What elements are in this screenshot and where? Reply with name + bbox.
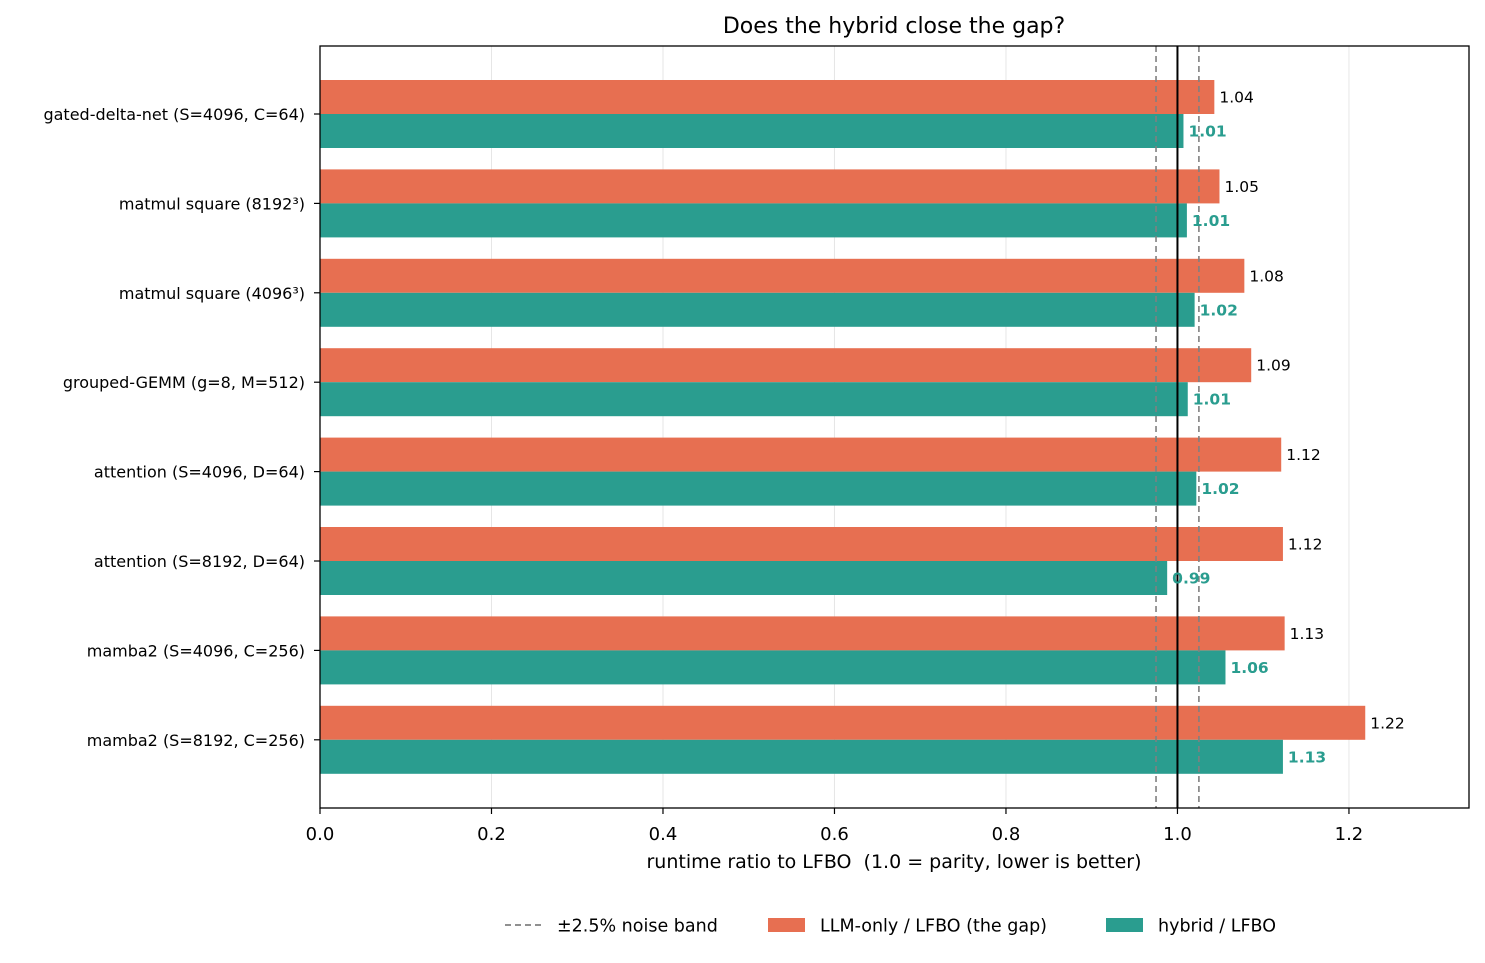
data-label-hybrid: 1.13 — [1288, 748, 1326, 766]
y-tick-label: mamba2 (S=8192, C=256) — [87, 731, 305, 750]
reference-lines — [1155, 46, 1200, 808]
data-label-hybrid: 1.02 — [1200, 301, 1238, 319]
x-tick-label: 0.0 — [306, 824, 335, 845]
legend-entry-label: LLM-only / LFBO (the gap) — [820, 917, 1047, 937]
data-label-hybrid: 1.01 — [1193, 391, 1231, 409]
bars-layer — [320, 80, 1366, 774]
y-tick-label: attention (S=4096, D=64) — [94, 463, 305, 482]
data-label-llm-only: 1.04 — [1219, 89, 1254, 107]
data-labels: 1.04 1.01 1.05 1.01 1.08 1.02 1.09 1.01 1.12 1.02… — [1172, 89, 1405, 767]
bar-llm-only — [320, 348, 1252, 383]
data-label-llm-only: 1.12 — [1288, 536, 1323, 554]
x-tick-label: 0.8 — [992, 824, 1021, 845]
chart-title: Does the hybrid close the gap? — [723, 14, 1065, 39]
x-axis-label: runtime ratio to LFBO (1.0 = parity, low… — [646, 851, 1141, 873]
data-label-hybrid: 1.01 — [1192, 212, 1230, 230]
bar-llm-only — [320, 169, 1220, 204]
data-label-llm-only: 1.13 — [1290, 625, 1325, 643]
x-tick-label: 0.4 — [649, 824, 678, 845]
x-tick-label: 1.2 — [1335, 824, 1364, 845]
data-label-hybrid: 1.01 — [1188, 123, 1226, 141]
legend-entry-label: ±2.5% noise band — [557, 917, 718, 937]
bar-llm-only — [320, 705, 1366, 740]
bar-hybrid — [320, 203, 1187, 238]
data-label-hybrid: 1.02 — [1201, 480, 1239, 498]
x-tick-label: 0.6 — [820, 824, 849, 845]
y-tick-label: matmul square (4096³) — [119, 284, 305, 303]
data-label-llm-only: 1.22 — [1370, 714, 1405, 732]
x-tick-label: 0.2 — [477, 824, 506, 845]
legend-color-swatch — [768, 918, 805, 932]
bar-llm-only — [320, 527, 1283, 561]
legend-color-swatch — [1106, 918, 1143, 932]
bar-hybrid — [320, 382, 1188, 417]
data-label-hybrid: 0.99 — [1172, 570, 1210, 588]
y-tick-label: grouped-GEMM (g=8, M=512) — [63, 373, 305, 392]
bar-llm-only — [320, 437, 1282, 472]
bar-llm-only — [320, 80, 1215, 114]
x-tick-label: 1.0 — [1163, 824, 1192, 845]
y-tick-label: matmul square (8192³) — [119, 194, 305, 213]
x-axis: 0.0 0.2 0.4 0.6 0.8 1.0 1.2 — [306, 808, 1364, 845]
grid-layer — [490, 46, 1350, 808]
data-label-llm-only: 1.12 — [1286, 446, 1321, 464]
bar-hybrid — [320, 650, 1226, 685]
plot-frame — [319, 45, 1470, 809]
y-tick-label: mamba2 (S=4096, C=256) — [87, 641, 305, 660]
bar-hybrid — [320, 292, 1195, 327]
bar-hybrid — [320, 561, 1168, 595]
bar-llm-only — [320, 258, 1245, 293]
bar-llm-only — [320, 616, 1285, 651]
bar-hybrid — [320, 739, 1283, 774]
legend-entry-label: hybrid / LFBO — [1158, 917, 1276, 937]
data-label-llm-only: 1.08 — [1249, 267, 1284, 285]
legend: ±2.5% noise band LLM-only / LFBO (the gap… — [505, 917, 1276, 937]
bar-hybrid — [320, 471, 1197, 506]
y-tick-label: attention (S=8192, D=64) — [94, 552, 305, 571]
y-axis: gated-delta-net (S=4096, C=64) matmul squ… — [43, 105, 320, 750]
data-label-llm-only: 1.05 — [1224, 178, 1259, 196]
y-tick-label: gated-delta-net (S=4096, C=64) — [43, 105, 305, 124]
bar-hybrid — [320, 114, 1184, 148]
data-label-llm-only: 1.09 — [1256, 357, 1291, 375]
data-label-hybrid: 1.06 — [1230, 659, 1268, 677]
